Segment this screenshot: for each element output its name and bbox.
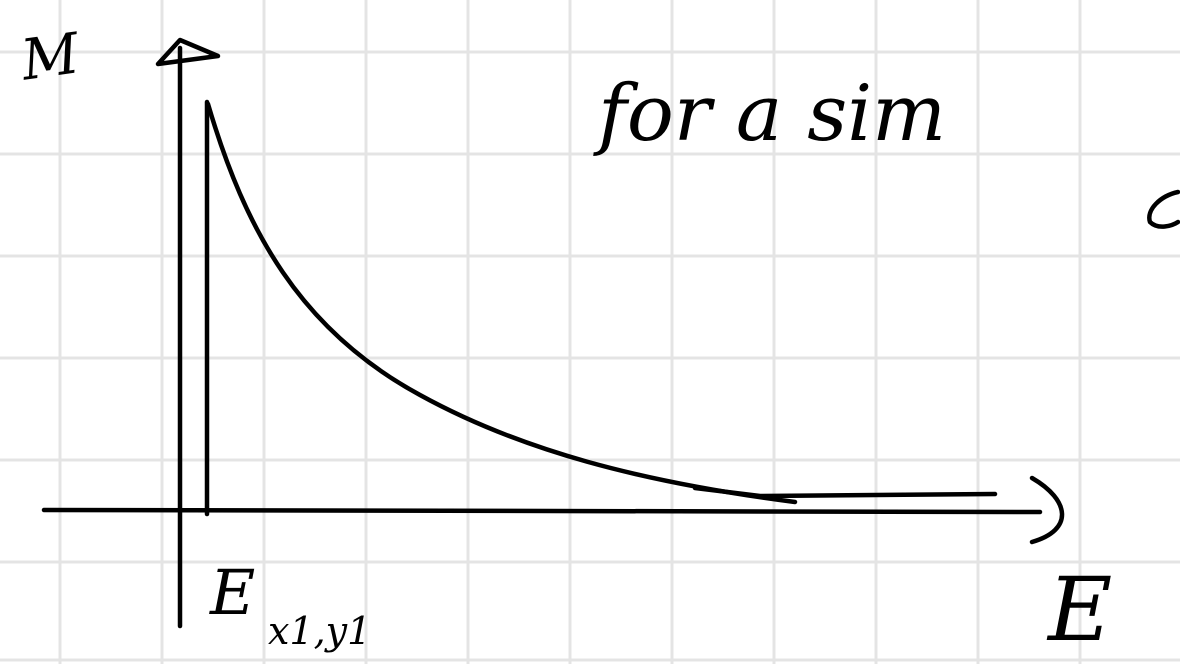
x-axis-arrowhead bbox=[1029, 475, 1065, 545]
x-axis-line bbox=[41, 507, 1043, 515]
curve-start-label-subscript: x1,y1 bbox=[268, 609, 371, 653]
partial-letter-stroke bbox=[1147, 189, 1180, 229]
x-axis-label: E bbox=[1046, 558, 1112, 661]
decay-curve bbox=[205, 101, 798, 505]
y-axis-label: M bbox=[16, 21, 84, 94]
y-axis-arrowhead bbox=[155, 37, 221, 67]
asymptote-line bbox=[692, 485, 998, 499]
curve-start-label: E bbox=[209, 556, 255, 629]
handwritten-note: for a sim bbox=[593, 69, 946, 159]
